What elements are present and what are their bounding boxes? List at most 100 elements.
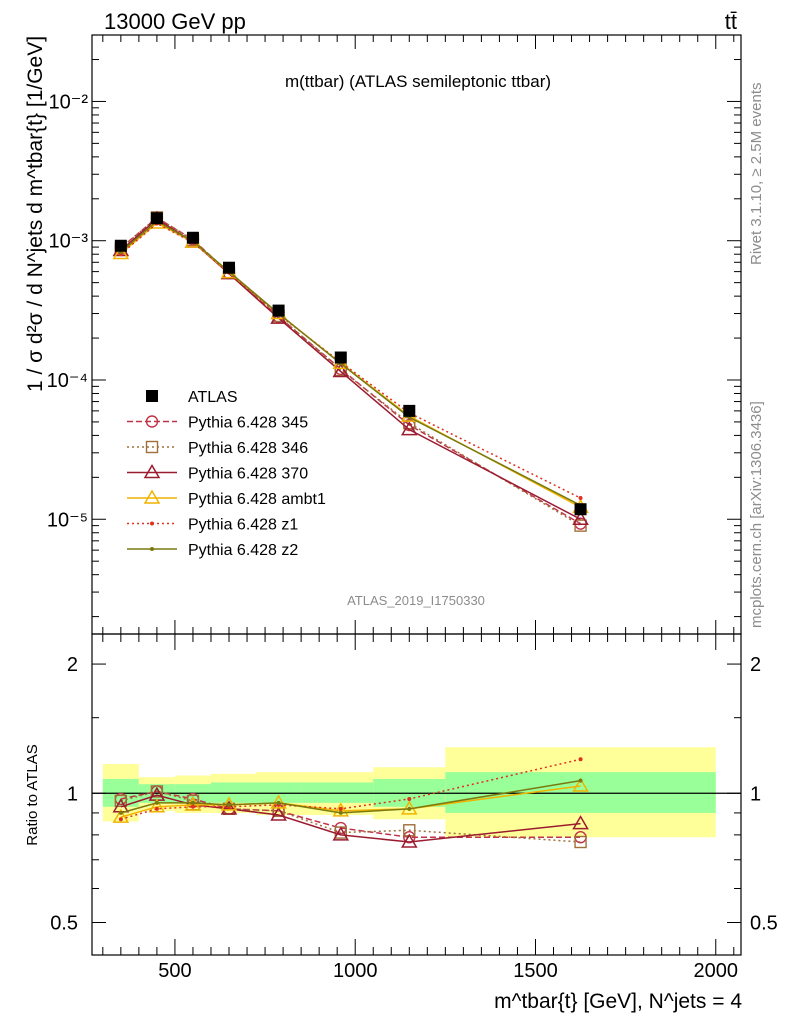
series-line (120, 216, 581, 525)
legend-item: Pythia 6.428 370 (127, 464, 308, 483)
y-tick-label: 10⁻³ (49, 231, 89, 253)
ratio-plot-area: 0.5 0.5 1 1 2 2 500 1000 1500 2000 (50, 633, 778, 982)
ratio-point (574, 835, 587, 849)
legend-item: Pythia 6.428 z2 (127, 542, 298, 559)
y-tick-label: 10⁻⁵ (47, 509, 88, 531)
series-line (120, 216, 581, 527)
ratio-plot-frame (91, 633, 742, 956)
data-point (332, 363, 350, 378)
x-tick-label: 1000 (333, 960, 378, 982)
legend-item: Pythia 6.428 z1 (127, 517, 298, 534)
ratio-point (184, 796, 202, 811)
ratio-y-axis-label: Ratio to ATLAS (24, 744, 41, 845)
ratio-plot-panel: 0.5 0.5 1 1 2 2 500 1000 1500 2000 Ratio to ATLAS… (24, 633, 778, 1013)
legend-item: Pythia 6.428 346 (127, 440, 308, 457)
data-point (578, 496, 583, 501)
ratio-point (270, 806, 287, 821)
data-point (272, 304, 285, 317)
ratio-point (190, 800, 195, 805)
ratio-point (190, 804, 195, 809)
data-point (574, 503, 587, 516)
side-mcplots-label: mcplots.cern.ch [arXiv:1306.3436] (748, 401, 765, 628)
ratio-point (118, 817, 123, 822)
uncertainty-band-inner (301, 782, 374, 803)
data-point (400, 421, 418, 436)
x-axis-label: m^tbar{t} [GeV], N^jets = 4 (494, 990, 742, 1013)
ratio-point (154, 806, 159, 811)
data-point (112, 244, 130, 260)
ratio-series-line (120, 794, 581, 843)
legend-marker (143, 464, 161, 479)
legend-item: Pythia 6.428 345 (127, 415, 308, 432)
ratio-point (572, 777, 589, 792)
header-energy: 13000 GeV pp (104, 9, 246, 34)
data-point (572, 510, 589, 526)
ratio-point (276, 800, 281, 805)
series-pythia-6.428-ambt1 (112, 214, 589, 513)
ratio-series-pythia-6.428-z2 (118, 778, 583, 815)
y-tick-label: 10⁻⁴ (47, 370, 88, 392)
ratio-point (332, 802, 350, 817)
ratio-point (578, 778, 583, 783)
ratio-point (112, 808, 130, 823)
data-point (334, 351, 347, 364)
ratio-y-tick-label: 1 (67, 783, 78, 805)
data-point (223, 261, 236, 274)
ratio-point (338, 810, 343, 815)
x-tick-label: 500 (158, 960, 191, 982)
ratio-y-tick-label: 0.5 (50, 912, 78, 934)
ratio-series-line (120, 790, 581, 843)
ratio-point (338, 806, 343, 811)
legend-label: Pythia 6.428 ambt1 (188, 491, 326, 508)
x-tick-label: 2000 (694, 960, 739, 982)
legend-marker (150, 547, 154, 551)
ratio-point (400, 833, 418, 848)
ratio-point (227, 802, 232, 807)
ratio-point (150, 785, 164, 798)
ratio-point (572, 815, 589, 830)
ratio-point (270, 794, 287, 809)
legend-marker (146, 390, 158, 402)
main-plot-area: 10⁻⁵ 10⁻⁴ 10⁻³ 10⁻² (47, 34, 742, 635)
series-atlas (114, 212, 587, 516)
ratio-y-tick-label: 2 (67, 654, 78, 676)
x-tick-label: 1500 (513, 960, 558, 982)
data-point (150, 212, 163, 225)
ratio-y-tick-label-right: 2 (750, 654, 761, 676)
ratio-point (148, 798, 166, 813)
series-line (120, 220, 581, 506)
legend-item: ATLAS (146, 389, 238, 406)
legend-label: Pythia 6.428 346 (188, 440, 308, 457)
ratio-point (407, 796, 412, 801)
y-tick-label: 10⁻² (49, 91, 89, 113)
ratio-point (332, 826, 350, 841)
ratio-series-line (120, 779, 581, 814)
legend-item: Pythia 6.428 ambt1 (127, 489, 326, 508)
legend-marker (150, 521, 154, 526)
data-point (186, 231, 199, 244)
y-axis-label: 1 / σ d²σ / d N^jets d m^tbar{t} [1/GeV] (24, 36, 47, 392)
legend-marker (145, 415, 159, 428)
header-process: tt̄ (725, 9, 737, 34)
series-pythia-6.428-z1 (118, 221, 583, 501)
ratio-y-tick-label-right: 1 (750, 783, 761, 805)
ratio-point (407, 806, 412, 811)
legend-label: Pythia 6.428 z1 (188, 517, 298, 534)
legend-label: Pythia 6.428 370 (188, 466, 308, 483)
data-point (403, 404, 416, 417)
ratio-point (118, 810, 123, 815)
main-plot-panel: 10⁻⁵ 10⁻⁴ 10⁻³ 10⁻² m(ttbar) (ATLAS semilep… (24, 34, 742, 635)
series-pythia-6.428-370 (112, 210, 589, 526)
uncertainty-band-inner (210, 782, 257, 803)
ratio-series-pythia-6.428-370 (112, 786, 589, 848)
data-point (114, 239, 127, 252)
legend-label: Pythia 6.428 z2 (188, 542, 298, 559)
legend-label: ATLAS (188, 389, 238, 406)
ratio-y-tick-label-right: 0.5 (750, 912, 778, 934)
plot-title: m(ttbar) (ATLAS semileptonic ttbar) (285, 72, 551, 91)
legend-marker (143, 489, 161, 504)
analysis-watermark: ATLAS_2019_I1750330 (347, 593, 485, 608)
series-pythia-6.428-z2 (118, 219, 583, 508)
ratio-point (578, 757, 583, 762)
